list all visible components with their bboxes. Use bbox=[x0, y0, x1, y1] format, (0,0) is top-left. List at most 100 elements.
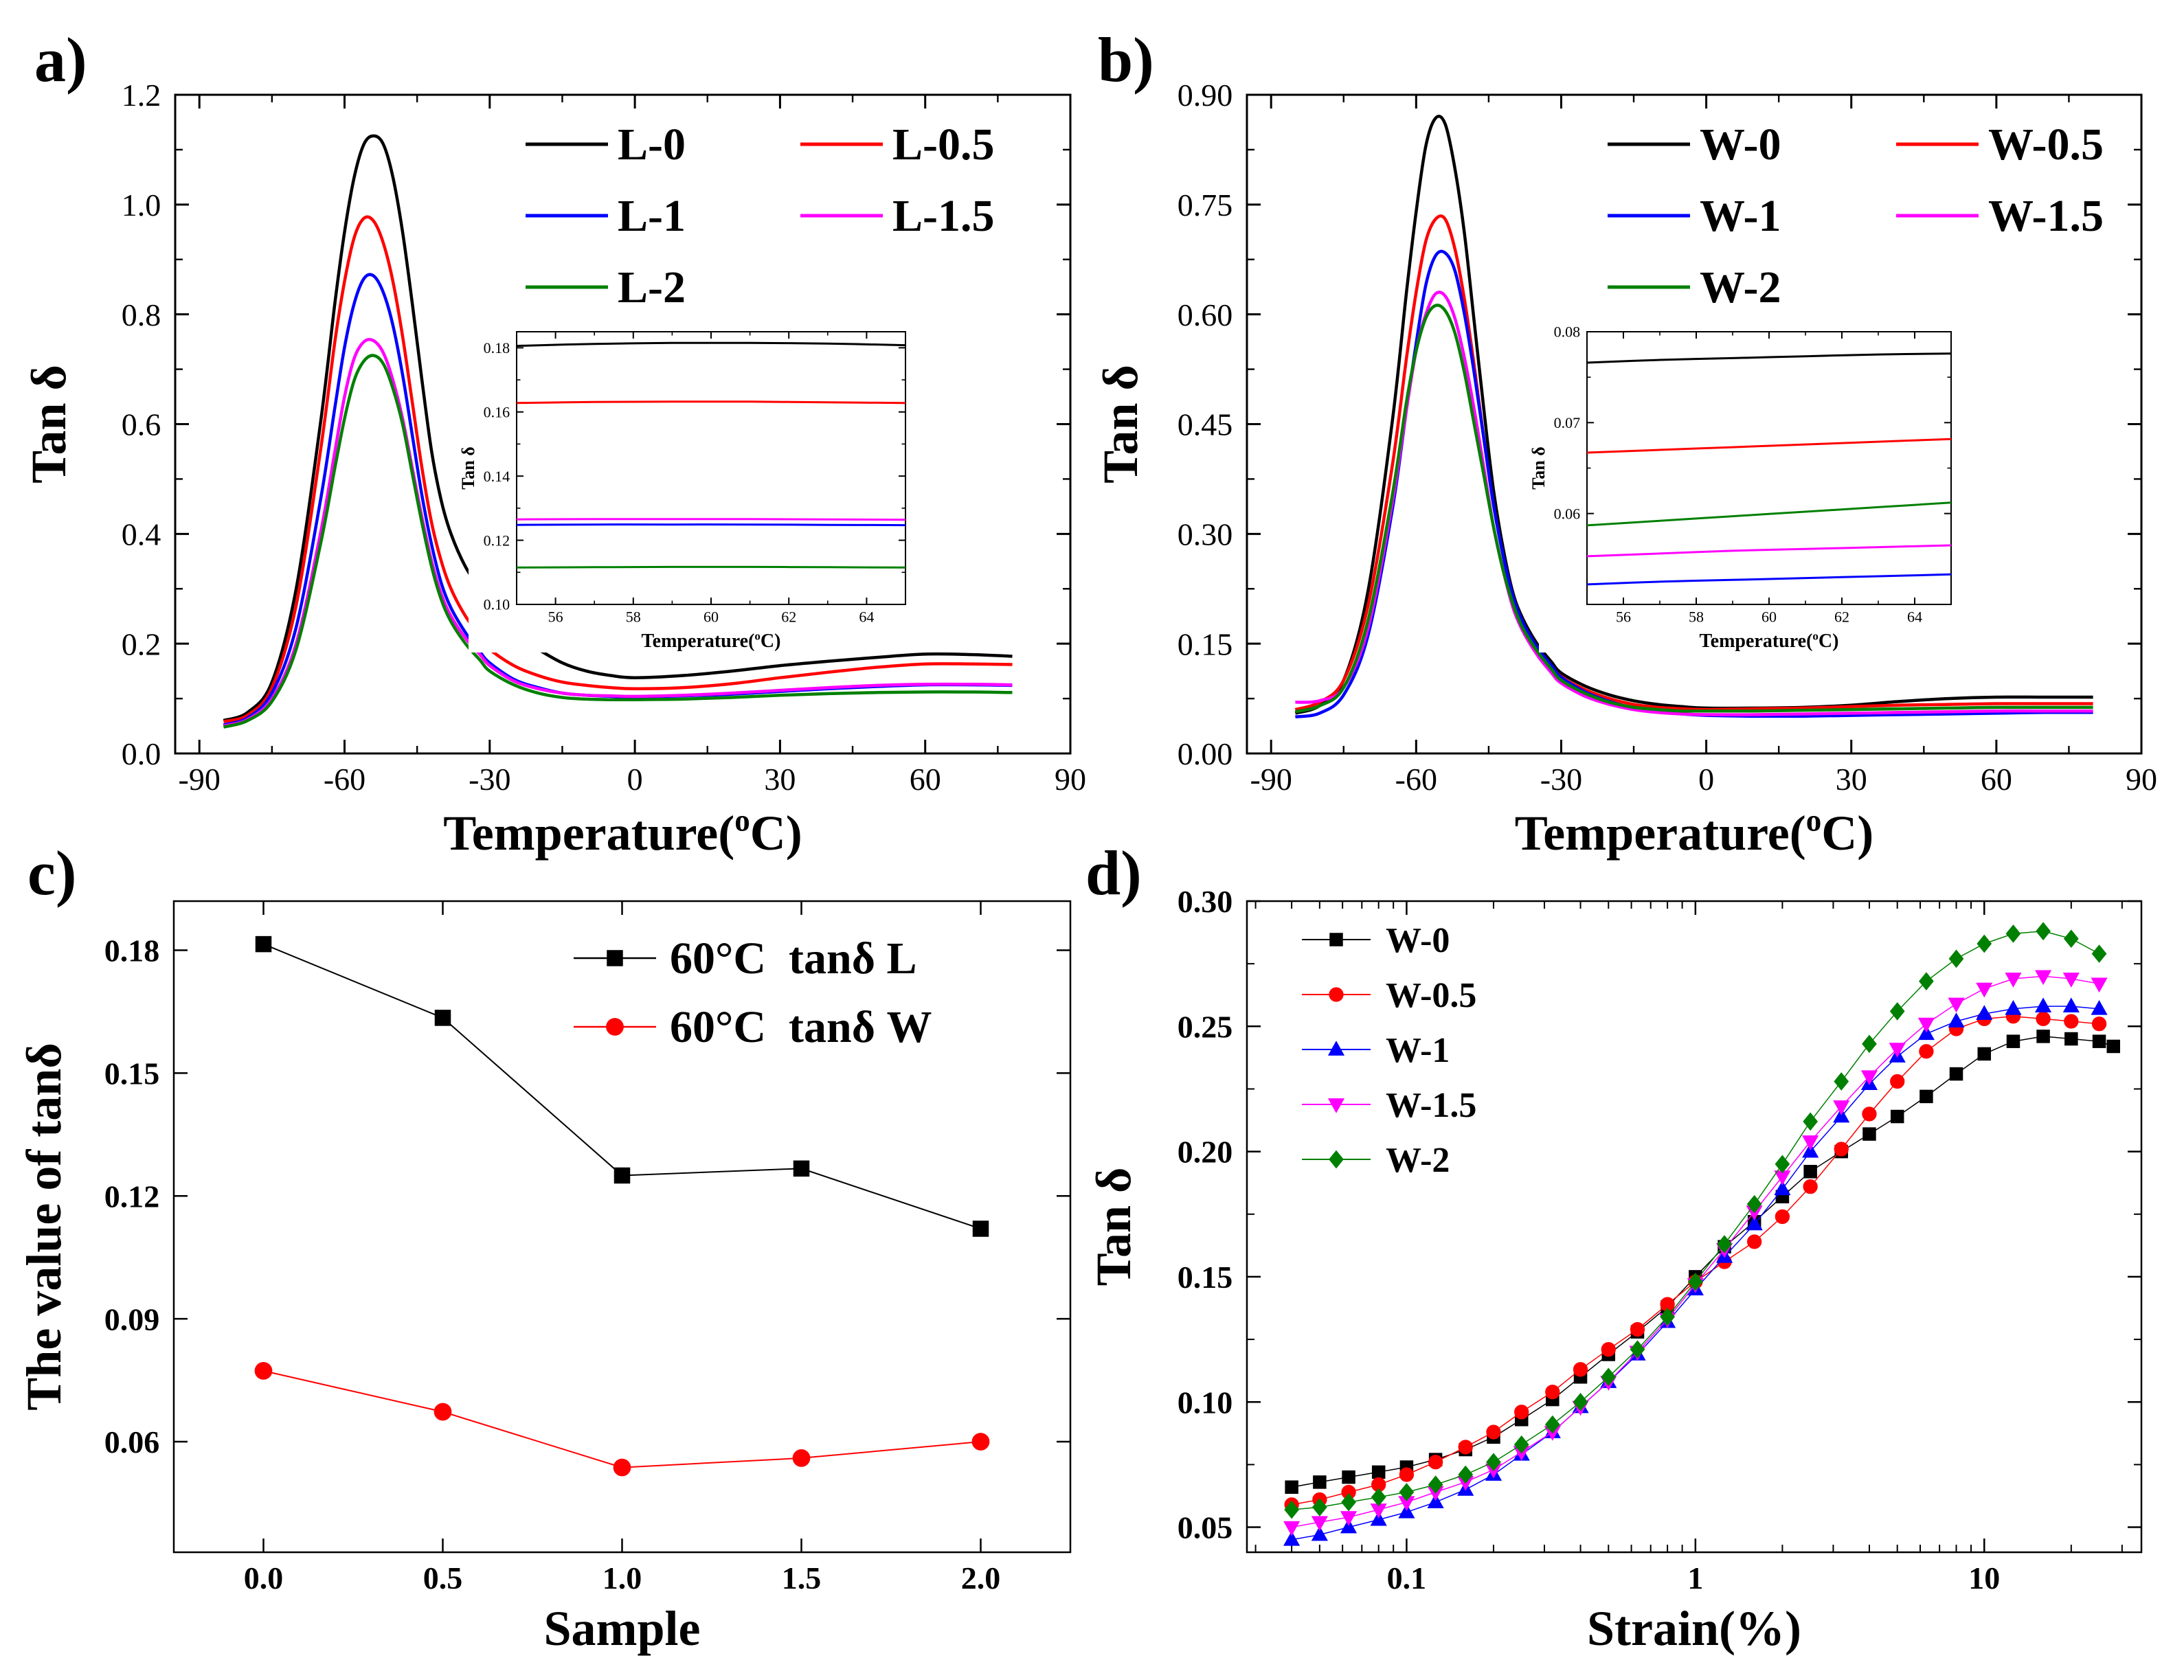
inset-series-line-L-0.5 bbox=[516, 400, 906, 405]
x-tick-label: 10 bbox=[1968, 1560, 2000, 1596]
panel-label: a) bbox=[34, 25, 87, 95]
data-point-W-0.5 bbox=[1775, 1209, 1790, 1225]
data-point-W-2 bbox=[1803, 1112, 1819, 1131]
y-tick-label: 0.8 bbox=[122, 297, 161, 332]
panel-c: c) 0.0 0.5 1.0 1.5 2.0 0.06 0.09 0.12 0.15 0.18 Sam… bbox=[16, 838, 1072, 1656]
x-tick-label: 1 bbox=[1687, 1560, 1703, 1596]
data-point-W-0 bbox=[2036, 1030, 2050, 1043]
inset-x-axis-title: Temperature(oC) bbox=[642, 629, 781, 652]
legend-label: 60°C tanδ L bbox=[670, 933, 917, 984]
y-tick-label: 0.10 bbox=[1178, 1385, 1233, 1420]
y-tick-label: 0.07 bbox=[1554, 414, 1581, 431]
x-tick-label: 62 bbox=[1834, 608, 1849, 625]
data-point-W-2 bbox=[1486, 1453, 1501, 1472]
data-point-W-0 bbox=[1977, 1047, 1992, 1061]
data-point-W-0 bbox=[2006, 1034, 2020, 1048]
inset-chart: 56 58 60 62 64 0.10 0.12 0.14 0.16 0.18 Temperatur… bbox=[458, 325, 919, 652]
series-line-L-1.5 bbox=[223, 338, 1013, 728]
data-point-W-1 bbox=[2062, 997, 2080, 1012]
data-point-W-0 bbox=[1862, 1127, 1876, 1141]
y-tick-label: 0.12 bbox=[104, 1179, 160, 1214]
data-point-W-1.5 bbox=[2091, 977, 2108, 993]
x-tick-label: 1.0 bbox=[603, 1560, 642, 1596]
inset-series-line-W-2 bbox=[1586, 501, 1952, 527]
data-point-W-0 bbox=[1890, 1109, 1904, 1124]
legend-marker bbox=[1329, 987, 1344, 1002]
legend-label: W-2 bbox=[1386, 1141, 1450, 1180]
y-tick-label: 0.06 bbox=[1554, 505, 1581, 522]
y-tick-label: 0.18 bbox=[484, 339, 510, 356]
data-point-W-1.5 bbox=[1340, 1511, 1358, 1526]
data-point-W-1 bbox=[1976, 1005, 1993, 1020]
y-tick-label: 0.60 bbox=[1178, 297, 1233, 332]
data-point-W-0.5 bbox=[1514, 1405, 1529, 1420]
data-point-W-1 bbox=[2035, 997, 2052, 1012]
data-point-W-1 bbox=[1311, 1525, 1328, 1541]
legend-label: W-0.5 bbox=[1386, 976, 1476, 1015]
data-point-W-1 bbox=[1948, 1012, 1965, 1028]
data-point-W-1 bbox=[1917, 1025, 1935, 1041]
data-point-W-1 bbox=[1398, 1503, 1415, 1519]
y-tick-label: 0.06 bbox=[104, 1424, 160, 1460]
panel-label: c) bbox=[27, 838, 76, 908]
x-tick-label: 56 bbox=[548, 608, 563, 625]
data-point-W-2 bbox=[1399, 1483, 1415, 1501]
data-point-W-2 bbox=[1862, 1034, 1877, 1054]
data-point-W-2 bbox=[1977, 934, 1992, 953]
data-point-W-1.5 bbox=[2062, 973, 2080, 988]
inset-series-line-W-1 bbox=[1586, 573, 1952, 586]
x-tick-label: 60 bbox=[1981, 762, 2012, 797]
series-line-L-0.5 bbox=[223, 215, 1013, 723]
data-point-W-2 bbox=[2063, 929, 2079, 949]
x-tick-label: 56 bbox=[1616, 608, 1631, 625]
x-tick-label: 30 bbox=[1836, 762, 1867, 797]
data-point bbox=[434, 1010, 451, 1026]
x-tick-label: 0 bbox=[627, 762, 643, 797]
data-point-W-1 bbox=[1340, 1518, 1358, 1534]
inset-background bbox=[1539, 325, 1965, 652]
legend: 60°C tanδ L 60°C tanδ W bbox=[574, 933, 932, 1052]
y-tick-label: 0.75 bbox=[1178, 188, 1233, 223]
data-point bbox=[792, 1449, 811, 1467]
series-line-W-2 bbox=[1294, 304, 2093, 714]
panel-d: d) 0.1 1 10 0.05 0.10 0.15 0.20 0.25 0.30 Strain(%… bbox=[1085, 838, 2143, 1656]
x-tick-label: 90 bbox=[1055, 762, 1086, 797]
data-point-W-2 bbox=[1948, 949, 1964, 968]
legend-marker bbox=[1327, 1041, 1345, 1056]
inset-x-axis-title: Temperature(oC) bbox=[1700, 629, 1839, 652]
y-tick-label: 0.15 bbox=[104, 1056, 160, 1091]
legend-marker bbox=[1329, 1150, 1344, 1169]
data-point-W-1.5 bbox=[1802, 1135, 1819, 1150]
x-tick-label: -60 bbox=[324, 762, 365, 797]
data-point-W-2 bbox=[1630, 1340, 1645, 1359]
inset-series-line-L-0 bbox=[516, 341, 906, 348]
data-point-W-0 bbox=[1371, 1465, 1386, 1479]
y-tick-label: 0.20 bbox=[1178, 1135, 1233, 1170]
data-point-W-2 bbox=[1371, 1488, 1386, 1507]
data-point-W-2 bbox=[1341, 1492, 1356, 1512]
data-point bbox=[613, 1167, 631, 1184]
y-tick-label: 0.08 bbox=[1554, 323, 1581, 341]
data-point-W-0.5 bbox=[1862, 1106, 1877, 1122]
legend-marker bbox=[1329, 933, 1343, 946]
x-axis-title: Sample bbox=[543, 1601, 700, 1656]
x-axis-title: Temperature(oC) bbox=[1515, 804, 1873, 861]
legend-label: L-1.5 bbox=[892, 191, 995, 241]
data-point bbox=[971, 1433, 990, 1451]
x-axis-title: Temperature(oC) bbox=[443, 804, 802, 861]
x-tick-label: 58 bbox=[626, 608, 641, 625]
x-tick-label: -60 bbox=[1395, 762, 1437, 797]
data-point-W-1.5 bbox=[1917, 1017, 1935, 1033]
data-point-W-1 bbox=[1427, 1493, 1444, 1508]
data-point-W-1 bbox=[2005, 999, 2022, 1015]
data-point-W-2 bbox=[1889, 1002, 1905, 1021]
y-tick-label: 0.6 bbox=[122, 407, 161, 442]
data-point-W-1.5 bbox=[1976, 982, 1993, 998]
y-tick-label: 0.0 bbox=[122, 736, 161, 771]
y-tick-label: 0.14 bbox=[484, 468, 510, 485]
data-point-W-2 bbox=[1746, 1194, 1762, 1214]
x-tick-label: -30 bbox=[1540, 762, 1582, 797]
data-point bbox=[434, 1403, 452, 1421]
data-point-W-1 bbox=[1802, 1142, 1819, 1158]
